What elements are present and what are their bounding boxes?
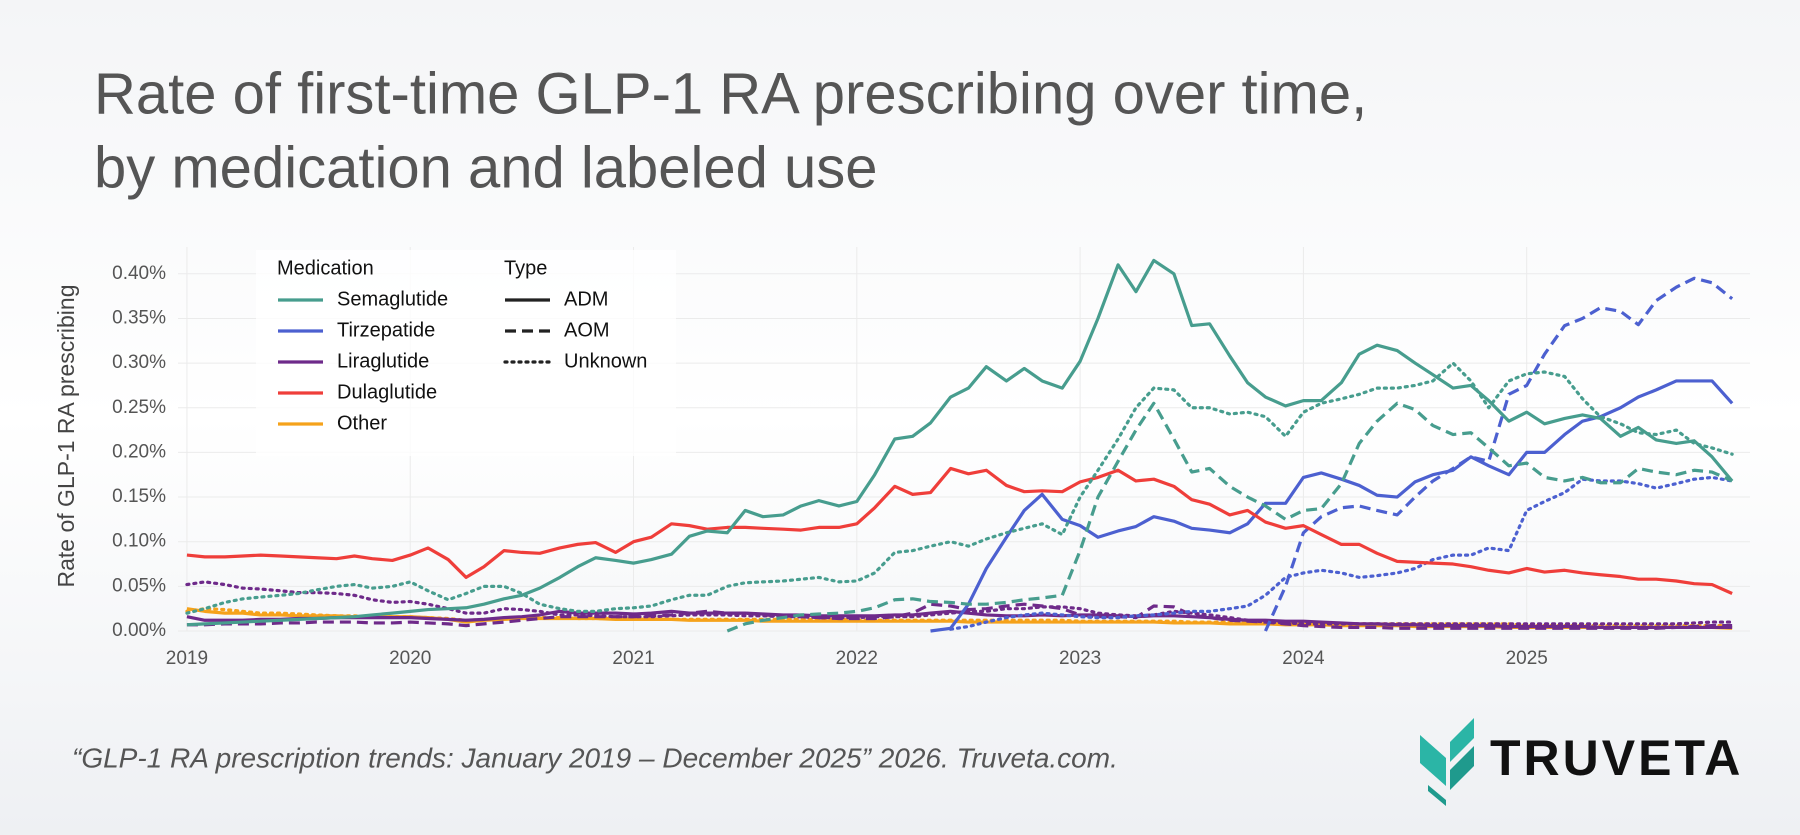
logo-text: TRUVETA	[1490, 730, 1743, 786]
y-tick-label: 0.05%	[112, 575, 166, 596]
x-tick-label: 2022	[836, 648, 878, 669]
data-line	[186, 258, 1734, 627]
data-line	[949, 475, 1734, 631]
y-tick-label: 0.00%	[112, 620, 166, 641]
x-tick-label: 2019	[166, 648, 208, 669]
logo-icon	[1450, 718, 1474, 762]
data-line	[186, 609, 1733, 630]
legend-label: ADM	[564, 288, 608, 310]
chart-title: Rate of first-time GLP-1 RA prescribing …	[94, 61, 1367, 126]
y-tick-label: 0.10%	[112, 531, 166, 552]
x-tick-label: 2023	[1059, 648, 1101, 669]
legend-label: AOM	[564, 319, 610, 341]
logo: TRUVETA	[1420, 718, 1743, 806]
legend-label: Liraglutide	[337, 350, 429, 372]
logo-icon	[1450, 746, 1474, 790]
legend-label: Unknown	[564, 350, 647, 372]
legend-label: Other	[337, 412, 387, 434]
legend-label: Dulaglutide	[337, 381, 437, 403]
y-tick-label: 0.15%	[112, 486, 166, 507]
x-tick-label: 2025	[1506, 648, 1548, 669]
y-tick-label: 0.25%	[112, 397, 166, 418]
data-line	[726, 401, 1733, 633]
y-axis-title: Rate of GLP-1 RA prescribing	[53, 285, 79, 588]
x-tick-label: 2020	[389, 648, 431, 669]
chart-title: by medication and labeled use	[94, 135, 878, 200]
y-tick-label: 0.30%	[112, 352, 166, 373]
y-tick-label: 0.40%	[112, 263, 166, 284]
data-line	[185, 361, 1734, 615]
legend-box	[256, 250, 676, 456]
legend-title: Type	[504, 257, 547, 279]
logo-icon	[1428, 785, 1446, 806]
legend-label: Semaglutide	[337, 288, 448, 310]
source-citation: “GLP-1 RA prescription trends: January 2…	[72, 742, 1118, 773]
x-tick-label: 2021	[612, 648, 654, 669]
y-tick-label: 0.35%	[112, 307, 166, 328]
legend: Medication Semaglutide Tirzepatide Liraglut…	[256, 250, 676, 456]
legend-title: Medication	[277, 257, 374, 279]
x-tick-label: 2024	[1282, 648, 1325, 669]
logo-icon	[1420, 735, 1446, 786]
y-tick-label: 0.20%	[112, 441, 166, 462]
legend-label: Tirzepatide	[337, 319, 435, 341]
data-line	[186, 466, 1733, 595]
data-line	[186, 602, 1733, 630]
data-line	[1263, 276, 1734, 632]
